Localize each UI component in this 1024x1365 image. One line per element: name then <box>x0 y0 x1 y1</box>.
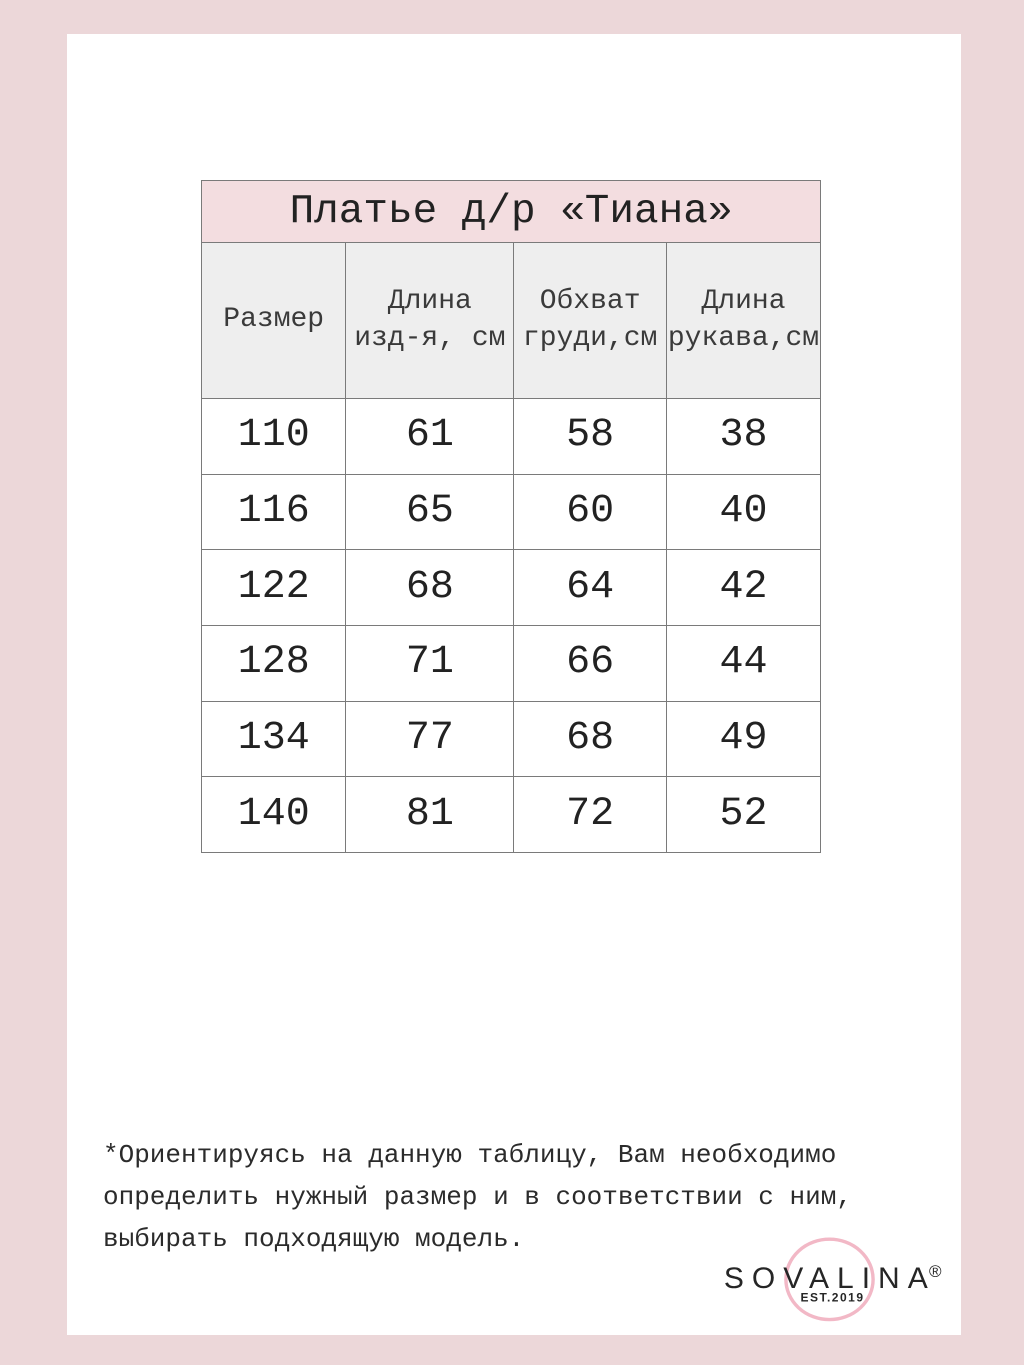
svg-text:EST.2019: EST.2019 <box>800 1291 864 1305</box>
svg-text:®: ® <box>929 1262 942 1281</box>
